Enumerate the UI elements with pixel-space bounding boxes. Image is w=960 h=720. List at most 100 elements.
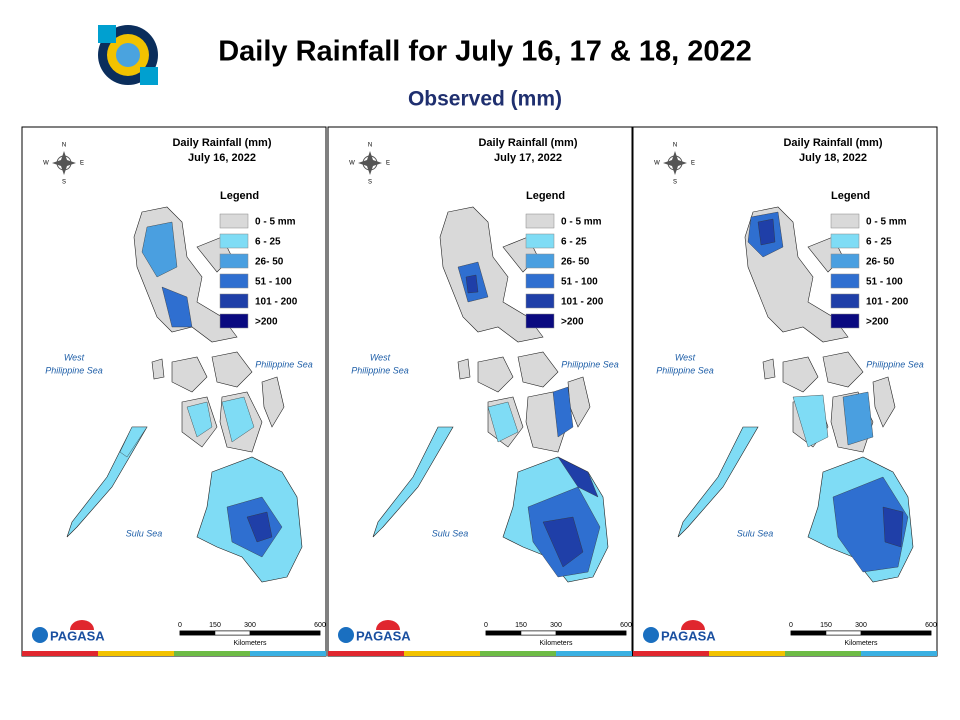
sea-label: Philippine Sea <box>656 365 714 375</box>
color-strip <box>174 651 250 656</box>
compass-letter: E <box>80 161 84 167</box>
legend-title: Legend <box>526 190 565 202</box>
scale-segment <box>249 630 321 636</box>
rainfall-area <box>186 401 213 438</box>
color-strip <box>633 651 709 656</box>
sea-label: Philippine Sea <box>45 365 103 375</box>
color-strip <box>709 651 785 656</box>
logo-umbrella <box>376 620 400 630</box>
scale-tick-label: 300 <box>244 622 256 629</box>
compass-ring <box>56 155 72 171</box>
legend-label: >200 <box>866 317 889 328</box>
slide-title: Daily Rainfall for July 16, 17 & 18, 202… <box>218 36 752 68</box>
compass-letter: N <box>62 143 66 149</box>
legend-label: 6 - 25 <box>561 237 587 248</box>
scale-unit: Kilometers <box>844 640 878 647</box>
legend-label: 0 - 5 mm <box>255 217 296 228</box>
compass-ring <box>667 155 683 171</box>
compass-letter: S <box>368 180 372 186</box>
compass-letter: S <box>673 180 677 186</box>
logo-umbrella <box>70 620 94 630</box>
scale-tick-label: 150 <box>515 622 527 629</box>
map-panel: N E S W Daily Rainfall (mm) July 16, 2022 Lege… <box>21 126 327 657</box>
logo-mark <box>32 627 48 643</box>
compass-letter: E <box>386 161 390 167</box>
legend-swatch <box>525 213 555 229</box>
rainfall-area <box>161 286 193 328</box>
legend-swatch <box>830 253 860 269</box>
compass-letter: E <box>691 161 695 167</box>
sea-label: West <box>675 352 696 362</box>
color-strip <box>480 651 556 656</box>
compass-letter: N <box>673 143 677 149</box>
legend-swatch <box>830 233 860 249</box>
sea-label: Sulu Sea <box>126 528 163 538</box>
legend-swatch <box>830 273 860 289</box>
sea-label: Sulu Sea <box>432 528 469 538</box>
rainfall-area <box>465 274 479 294</box>
compass <box>663 151 687 175</box>
island <box>822 351 864 388</box>
legend-title: Legend <box>831 190 870 202</box>
island <box>261 376 285 428</box>
compass-letter: W <box>654 161 660 167</box>
color-strip <box>328 651 404 656</box>
legend-swatch <box>219 253 249 269</box>
sea-label: Philippine Sea <box>561 359 619 369</box>
panel-date: July 16, 2022 <box>188 152 256 164</box>
color-strip <box>404 651 480 656</box>
logo-text: PAGASA <box>356 628 411 643</box>
scale-segment <box>520 630 557 636</box>
color-strip <box>250 651 326 656</box>
rainfall-area <box>757 218 776 246</box>
panel-date: July 18, 2022 <box>799 152 867 164</box>
scale-tick-label: 600 <box>925 622 937 629</box>
legend-swatch <box>525 293 555 309</box>
scale-tick-label: 0 <box>484 622 488 629</box>
legend-swatch <box>219 313 249 329</box>
color-strip <box>785 651 861 656</box>
island <box>517 351 559 388</box>
sea-label: Philippine Sea <box>255 359 313 369</box>
legend-swatch <box>219 293 249 309</box>
legend-swatch <box>830 213 860 229</box>
legend-label: 6 - 25 <box>255 237 281 248</box>
logo-umbrella <box>681 620 705 630</box>
legend-label: 101 - 200 <box>561 297 604 308</box>
legend-label: 51 - 100 <box>255 277 292 288</box>
rainfall-area <box>832 476 909 573</box>
legend-label: 101 - 200 <box>255 297 298 308</box>
scale-segment <box>860 630 932 636</box>
legend-swatch <box>219 233 249 249</box>
scale-segment <box>825 630 862 636</box>
legend-label: 0 - 5 mm <box>561 217 602 228</box>
scale-tick-label: 300 <box>855 622 867 629</box>
legend-swatch <box>525 313 555 329</box>
island <box>872 376 896 428</box>
rainfall-area <box>141 221 178 278</box>
panel-title: Daily Rainfall (mm) <box>478 137 577 149</box>
scale-unit: Kilometers <box>233 640 267 647</box>
legend-swatch <box>219 273 249 289</box>
scale-unit: Kilometers <box>539 640 573 647</box>
legend-swatch <box>830 313 860 329</box>
sea-label: Philippine Sea <box>866 359 924 369</box>
legend-swatch <box>525 253 555 269</box>
map-panel: N E S W Daily Rainfall (mm) July 17, 2022 Lege… <box>327 126 633 657</box>
scale-tick-label: 600 <box>314 622 326 629</box>
scale-segment <box>790 630 827 636</box>
rainfall-area <box>552 386 574 438</box>
island <box>477 356 514 393</box>
legend-label: 0 - 5 mm <box>866 217 907 228</box>
rainfall-area <box>842 391 874 446</box>
scale-tick-label: 0 <box>789 622 793 629</box>
logo-text: PAGASA <box>50 628 105 643</box>
rainfall-area <box>487 401 519 443</box>
island <box>372 426 454 538</box>
color-strip <box>556 651 632 656</box>
legend-label: 26- 50 <box>561 257 590 268</box>
color-strip <box>98 651 174 656</box>
scale-tick-label: 600 <box>620 622 632 629</box>
compass-ring <box>362 155 378 171</box>
